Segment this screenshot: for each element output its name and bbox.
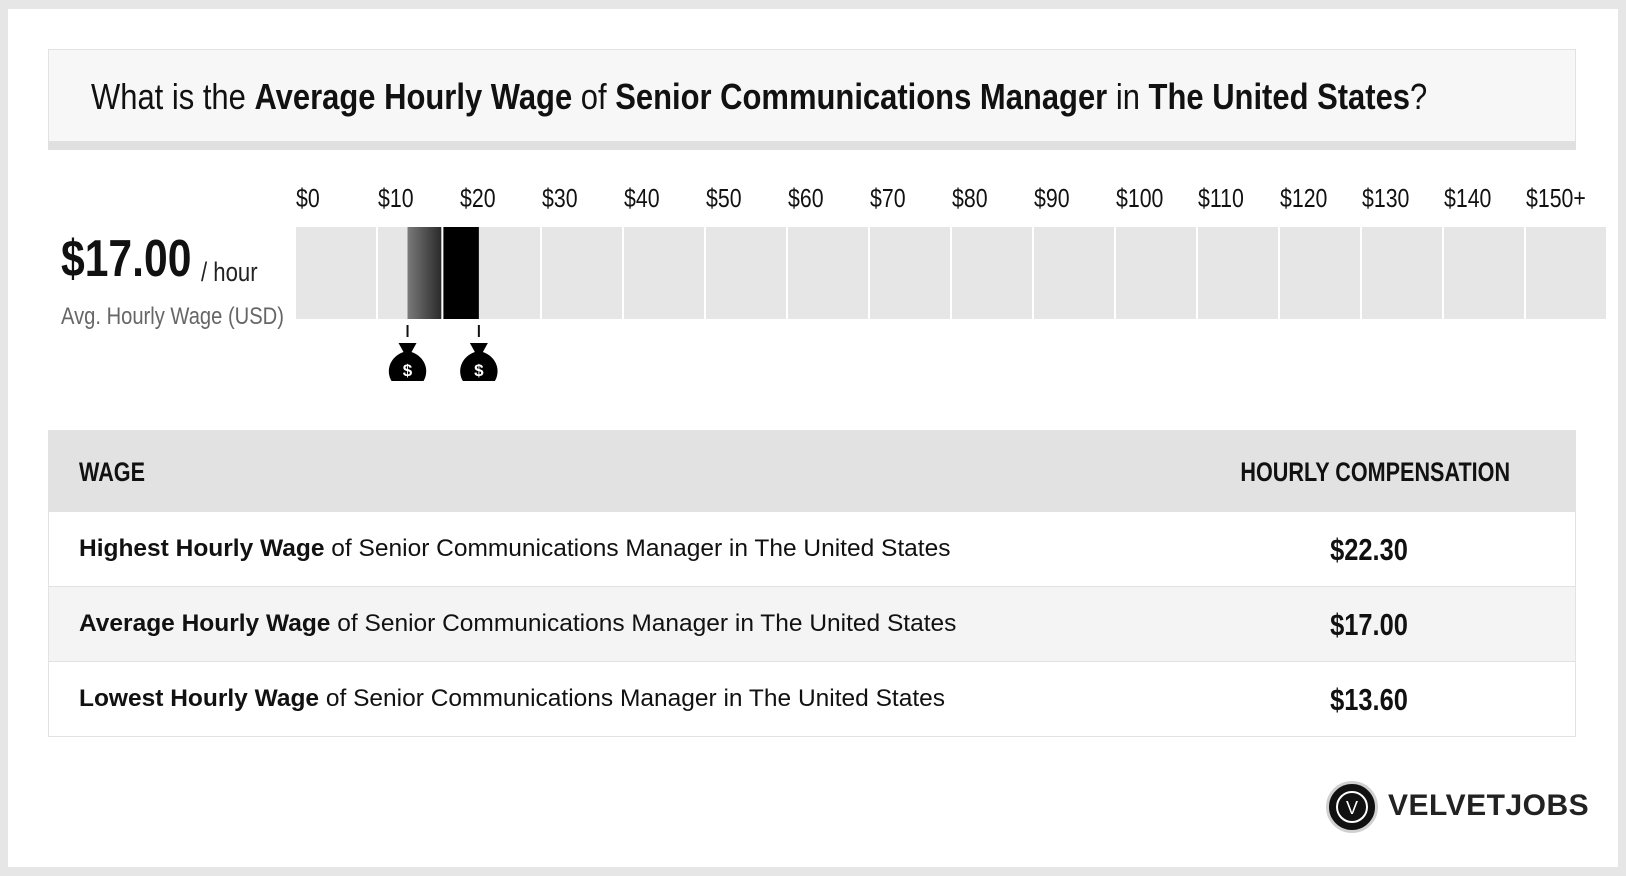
wage-caption: Avg. Hourly Wage (USD) [61,303,284,330]
tick-label: $30 [542,184,578,214]
dollar-symbol: $ [403,361,413,380]
track-segment [296,227,376,319]
table-row-average: Average Hourly Wage of Senior Communicat… [49,586,1575,661]
row-label: Lowest Hourly Wage of Senior Communicati… [79,685,946,712]
track-segment [706,227,786,319]
track-segment [788,227,868,319]
header-divider [48,141,1576,150]
average-wage-value: $17.00 [61,230,192,288]
dollar-symbol: $ [474,361,484,380]
tick-label: $130 [1362,184,1409,214]
track-segment [1034,227,1114,319]
range-bar-low [407,227,442,319]
tick-label: $0 [296,184,320,214]
money-bag-icon: $ [388,325,427,381]
track-segment [1280,227,1360,319]
column-header-wage: WAGE [79,457,146,487]
track-segment [1526,227,1606,319]
money-bag-icon: $ [460,325,498,381]
row-value: $22.30 [1330,532,1408,567]
track-segment [542,227,622,319]
row-value: $13.60 [1330,682,1408,717]
tick-label: $50 [706,184,742,214]
wage-table: WAGE HOURLY COMPENSATION Highest Hourly … [48,430,1576,737]
row-value: $17.00 [1330,607,1408,642]
brand-name: VELVETJOBS [1388,789,1590,822]
money-bag-shape [388,343,427,381]
table-row-lowest: Lowest Hourly Wage of Senior Communicati… [49,661,1575,736]
tick-label: $60 [788,184,824,214]
tick-label: $120 [1280,184,1327,214]
track-segment [1444,227,1524,319]
average-divider [441,227,444,319]
table-row-highest: Highest Hourly Wage of Senior Communicat… [49,511,1575,586]
track-segment [870,227,950,319]
range-bar-high [443,227,479,319]
title-header: What is the Average Hourly Wage of Senio… [48,49,1576,141]
velvetjobs-logo[interactable]: V VELVETJOBS [1326,781,1590,837]
tick-label: $100 [1116,184,1163,214]
table-header: WAGE HOURLY COMPENSATION [49,431,1575,511]
tick-label: $10 [378,184,414,214]
tick-label: $40 [624,184,660,214]
wage-card: What is the Average Hourly Wage of Senio… [8,9,1618,867]
track-segment [624,227,704,319]
page-title: What is the Average Hourly Wage of Senio… [91,76,1428,117]
tick-label: $110 [1198,184,1244,214]
tick-label: $70 [870,184,906,214]
tick-label: $80 [952,184,988,214]
track-segment [1362,227,1442,319]
tick-label: $150+ [1526,184,1586,214]
tick-label: $90 [1034,184,1070,214]
wage-range-chart: $0 $10 $20 $30 $40 $50 $60 $70 $80 $90 $100 $110 $12… [296,184,1606,381]
row-label: Highest Hourly Wage of Senior Communicat… [79,535,951,562]
logo-circle-icon: V [1326,781,1378,833]
track-segment [952,227,1032,319]
tick-label: $20 [460,184,496,214]
money-bag-shape [460,343,498,381]
track-segment [1116,227,1196,319]
track-segment [1198,227,1278,319]
row-label: Average Hourly Wage of Senior Communicat… [79,610,957,637]
column-header-compensation: HOURLY COMPENSATION [1240,457,1510,487]
logo-letter: V [1336,791,1368,823]
tick-label: $140 [1444,184,1491,214]
wage-unit: / hour [201,257,258,287]
